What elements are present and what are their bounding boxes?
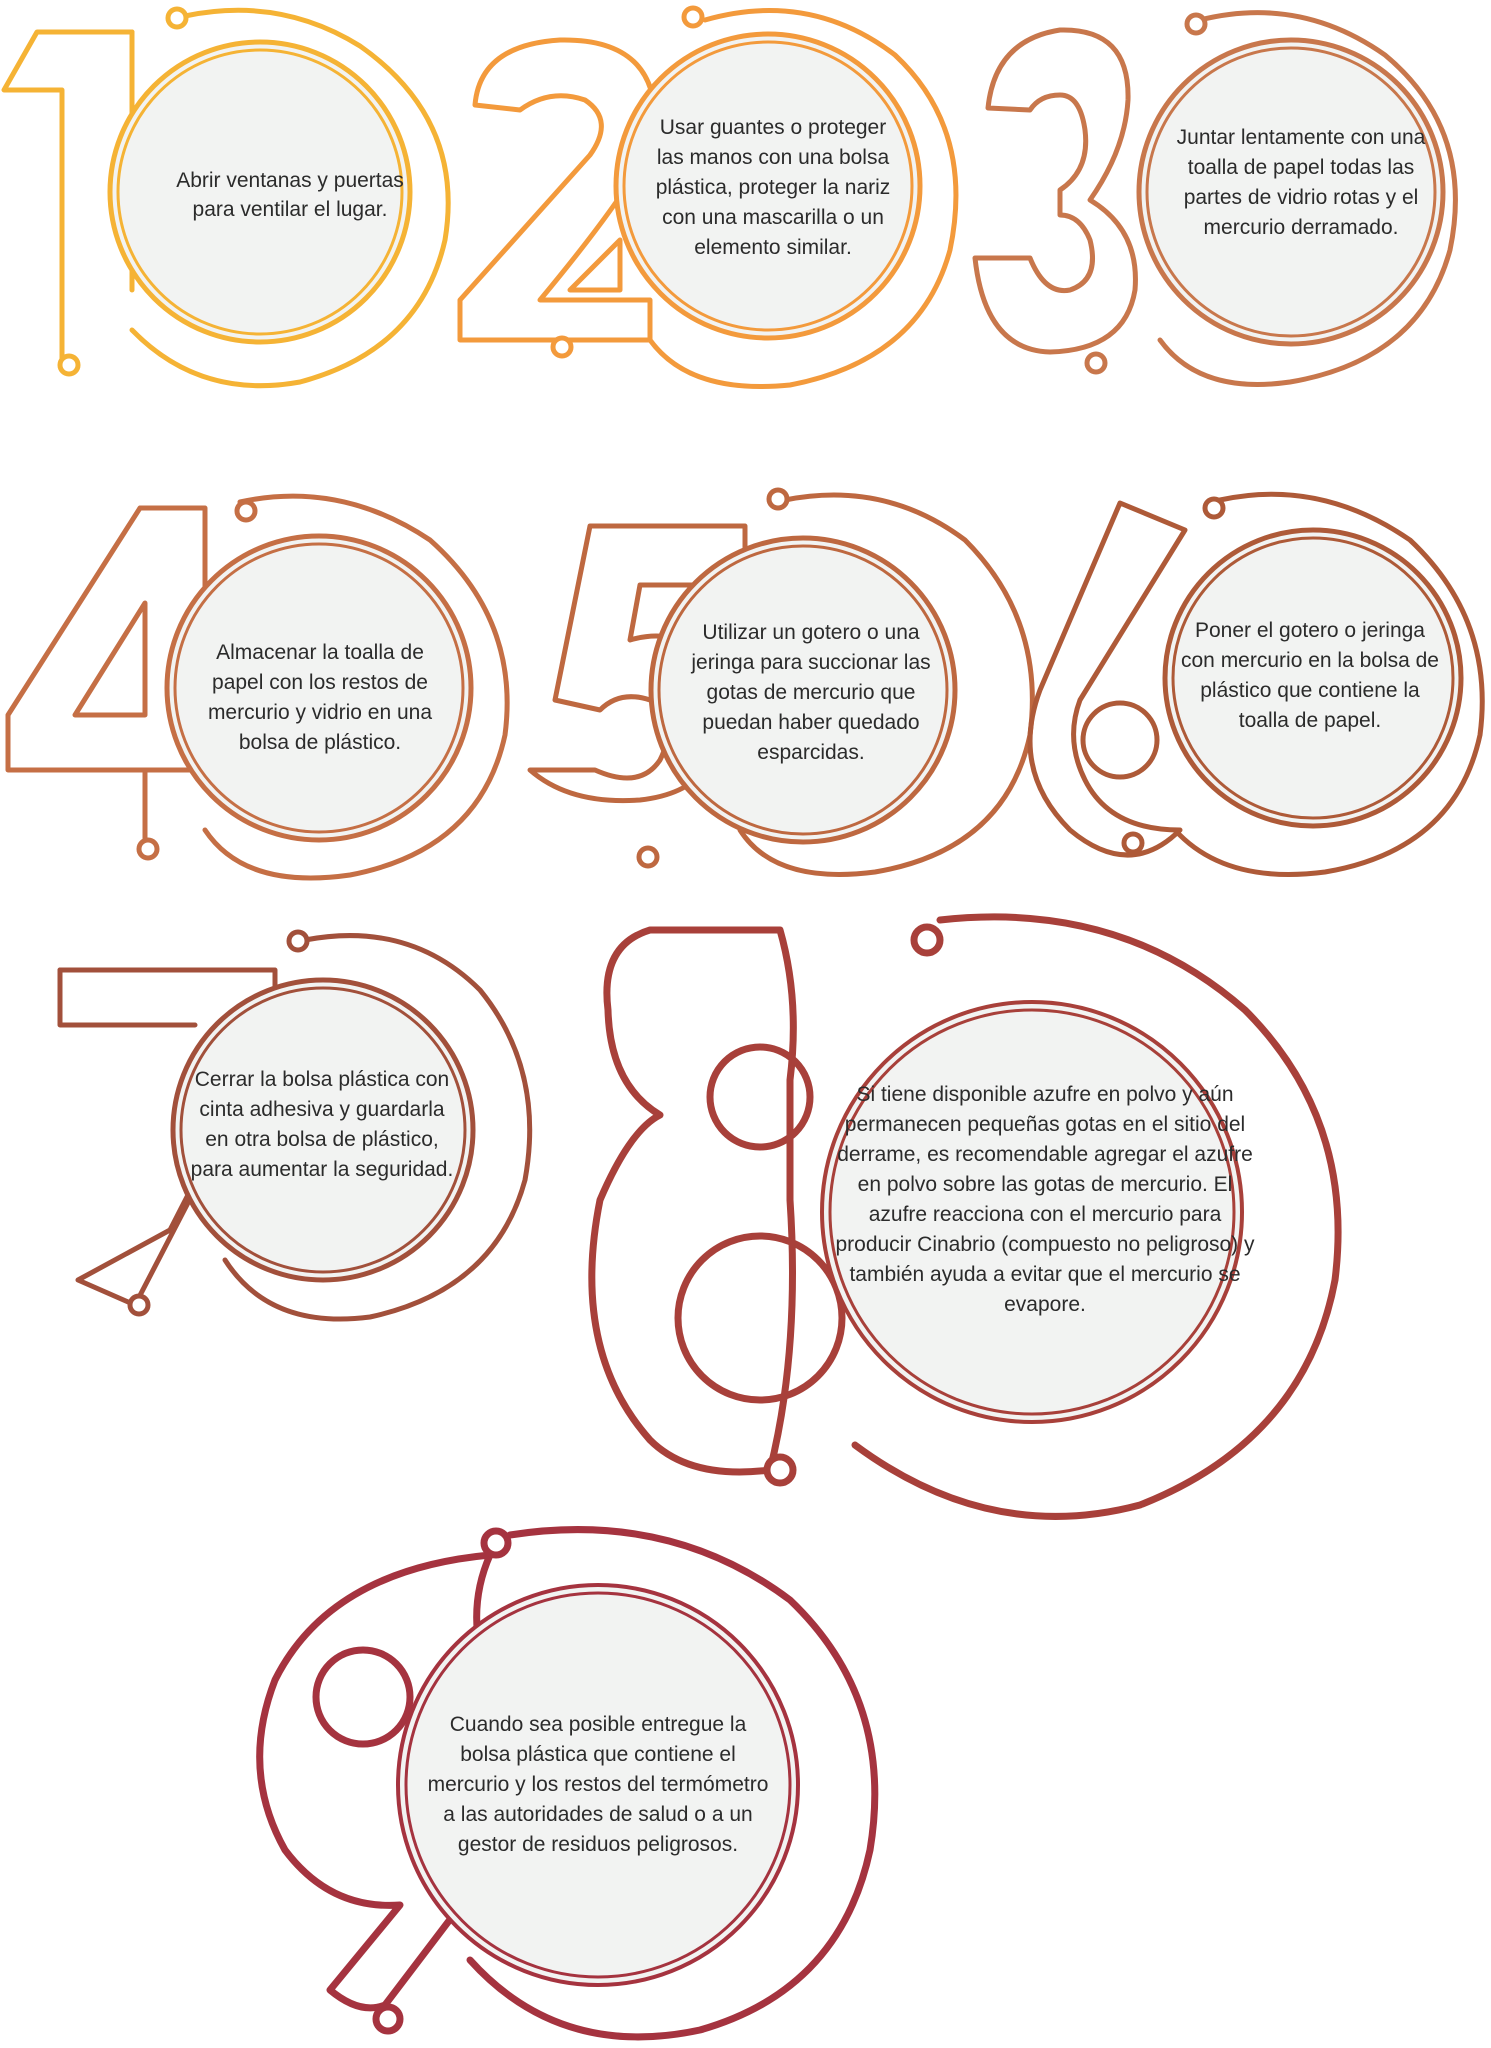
step-3-top-node (1184, 12, 1208, 36)
step-7-bottom-node (127, 1293, 151, 1317)
numeral-6-counter (1080, 700, 1160, 780)
step-1-outer-arc (129, 7, 451, 389)
step-2-text-circle-inner (622, 40, 914, 332)
step-4-outer-arc (202, 493, 510, 881)
numeral-2-inner (567, 237, 623, 293)
numeral-4-inner (72, 600, 148, 718)
step-5-top-node (766, 487, 790, 511)
step-2-text-circle (613, 31, 923, 341)
step-6-top-node (1202, 496, 1226, 520)
step-3-text-circle-inner (1145, 46, 1437, 338)
step-4-top-node (234, 499, 258, 523)
numeral-7-left (57, 967, 198, 1028)
step-9-text-circle (396, 1583, 800, 1987)
step-6-outer-arc (1172, 491, 1485, 877)
step-1-text-circle-inner (116, 48, 404, 336)
step-8-top-node (910, 923, 944, 957)
step-7-text-circle-inner (179, 986, 467, 1274)
step-1 (1, 6, 451, 389)
numeral-1-outline (1, 29, 135, 363)
step-8-text-circle-inner (828, 1008, 1236, 1416)
step-3-outer-arc (1157, 10, 1458, 387)
step-7 (57, 929, 533, 1322)
step-2 (457, 5, 959, 390)
step-3-text: Juntar lentamente con una toalla de pape… (1176, 125, 1426, 239)
numeral-6-outline (1027, 500, 1188, 858)
step-3 (972, 10, 1458, 387)
step-3-bottom-node (1084, 351, 1108, 375)
step-9-text-circle-inner (404, 1591, 792, 1979)
step-8 (588, 913, 1342, 1520)
step-2-outer-arc (647, 8, 959, 390)
step-8-outer-arc (851, 913, 1342, 1520)
numeral-3-outline (972, 27, 1138, 355)
step-2-top-node (681, 5, 705, 29)
step-4-text-circle-inner (173, 542, 465, 834)
step-9-bottom-node (372, 2003, 404, 2035)
step-5 (527, 487, 1035, 877)
step-8-bottom-node (763, 1453, 797, 1487)
step-5-bottom-node (636, 845, 660, 869)
numeral-9-counter (312, 1646, 414, 1748)
step-5-text-circle (648, 535, 958, 845)
step-4-bottom-node (136, 837, 160, 861)
step-7-text-circle (170, 977, 476, 1283)
step-1-top-node (165, 6, 189, 30)
step-6 (1027, 491, 1485, 877)
step-9-outer-arc (466, 1526, 879, 2041)
step-7-text: Cerrar la bolsa plástica con cinta adhes… (190, 1068, 454, 1181)
step-9-top-node (480, 1527, 512, 1559)
numeral-8-lower-counter (674, 1232, 846, 1404)
step-3-text-circle (1136, 37, 1446, 347)
numeral-8-upper-counter (706, 1043, 814, 1151)
step-1-bottom-node (57, 353, 81, 377)
step-6-text-circle-inner (1171, 536, 1455, 820)
step-2-text: Usar guantes o proteger las manos con un… (655, 116, 891, 259)
step-6-text: Poner el gotero o jeringa con mercurio e… (1181, 619, 1439, 732)
step-7-top-node (286, 929, 310, 953)
step-9 (256, 1526, 879, 2041)
step-6-bottom-node (1121, 831, 1145, 855)
step-6-text-circle (1162, 527, 1464, 829)
step-7-outer-arc (222, 933, 533, 1322)
numeral-8-outline (588, 926, 797, 1476)
step-4-text: Almacenar la toalla de papel con los res… (207, 640, 433, 754)
step-5-text-circle-inner (657, 544, 949, 836)
step-8-text-circle (820, 1000, 1244, 1424)
step-8-text: Si tiene disponible azufre en polvo y aú… (835, 1083, 1255, 1316)
step-4-text-circle (164, 533, 474, 843)
step-2-bottom-node (550, 335, 574, 359)
step-9-text: Cuando sea posible entregue la bolsa plá… (427, 1713, 769, 1856)
step-4 (5, 493, 510, 881)
step-1-text-circle (107, 39, 413, 345)
step-5-text: Utilizar un gotero o una jeringa para su… (691, 621, 931, 764)
step-1-text: Abrir ventanas y puertas para ventilar e… (176, 169, 404, 221)
